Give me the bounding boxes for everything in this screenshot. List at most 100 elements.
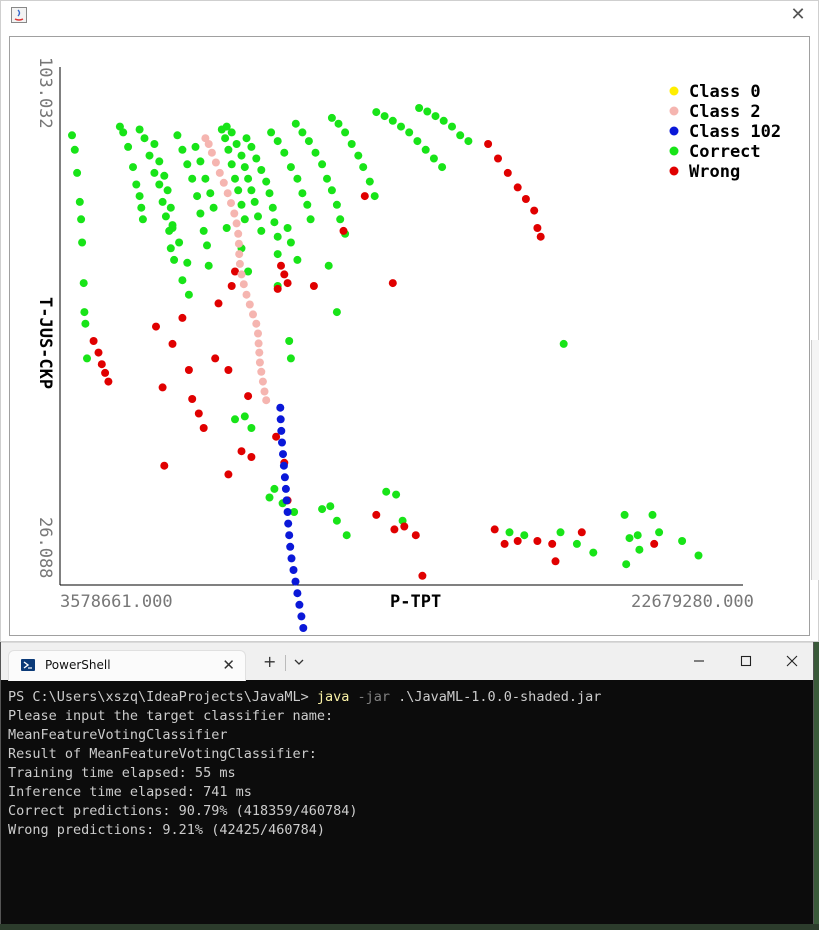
legend-marker <box>669 146 679 156</box>
data-point <box>80 308 89 317</box>
data-point <box>68 131 76 140</box>
data-point <box>270 218 279 227</box>
data-point <box>622 560 631 569</box>
data-point <box>309 282 318 290</box>
legend-marker <box>669 86 679 96</box>
data-point <box>388 116 397 125</box>
legend-marker <box>669 166 679 176</box>
data-point <box>211 354 220 363</box>
minimize-icon[interactable] <box>691 653 707 669</box>
data-point <box>347 140 356 148</box>
data-point <box>298 128 307 137</box>
tab-powershell[interactable]: PowerShell ✕ <box>8 650 246 681</box>
data-point <box>484 140 493 148</box>
data-point <box>242 290 251 299</box>
maximize-icon[interactable] <box>738 653 754 669</box>
data-point <box>464 137 473 146</box>
data-point <box>431 112 440 121</box>
data-point <box>227 128 236 137</box>
data-point <box>173 131 182 140</box>
data-point <box>240 215 249 224</box>
data-point <box>283 224 292 232</box>
data-point <box>279 450 287 459</box>
plot-titlebar: ✕ <box>1 1 818 31</box>
data-point <box>397 122 405 131</box>
legend-label: Correct <box>689 142 761 162</box>
data-point <box>247 186 256 195</box>
data-point <box>101 368 110 377</box>
close-icon[interactable]: ✕ <box>790 4 806 25</box>
new-tab-icon[interactable]: + <box>263 652 277 671</box>
data-point <box>119 128 128 137</box>
data-point <box>138 215 147 224</box>
data-point <box>291 119 300 128</box>
data-point <box>293 255 302 264</box>
data-point <box>132 180 141 189</box>
data-point <box>650 539 659 548</box>
data-point <box>160 461 169 470</box>
data-point <box>158 197 167 206</box>
x-axis-label: P-TPT <box>390 592 441 612</box>
data-point <box>184 290 193 299</box>
data-point <box>247 453 256 461</box>
data-point <box>276 415 285 424</box>
data-point <box>556 528 565 537</box>
data-point <box>257 166 266 174</box>
data-point <box>520 531 529 540</box>
data-point <box>359 163 368 172</box>
data-point <box>326 502 335 511</box>
data-point <box>521 195 530 203</box>
data-point <box>231 267 239 276</box>
data-point <box>272 432 281 441</box>
data-point <box>178 313 187 322</box>
tab-divider <box>285 655 286 671</box>
x-tick-label-min: 3578661.000 <box>60 592 173 612</box>
data-point <box>279 461 288 470</box>
tab-close-icon[interactable]: ✕ <box>222 656 235 674</box>
data-point <box>548 539 557 548</box>
data-point <box>79 279 88 288</box>
data-point <box>223 189 232 198</box>
data-point <box>214 299 223 308</box>
data-point <box>204 140 213 148</box>
data-point <box>533 224 542 232</box>
console-output[interactable]: PS C:\Users\xszq\IdeaProjects\JavaML> ja… <box>8 688 809 840</box>
data-point <box>158 383 167 392</box>
data-point <box>268 203 277 212</box>
data-point <box>230 209 239 218</box>
data-point <box>421 145 430 154</box>
data-point <box>249 310 257 319</box>
data-point <box>201 134 210 143</box>
close-icon[interactable] <box>784 653 800 669</box>
data-point <box>168 339 177 348</box>
data-point <box>178 145 187 154</box>
data-point <box>83 354 91 363</box>
data-point <box>240 163 249 172</box>
points-layer <box>68 104 703 632</box>
command-flag: -jar <box>349 689 391 705</box>
data-point <box>500 539 509 548</box>
legend-marker <box>669 106 679 116</box>
y-axis-label: T-JUS-CKP <box>35 297 55 389</box>
data-point <box>234 229 243 238</box>
legend-label: Class 102 <box>689 122 781 142</box>
data-point <box>215 168 224 177</box>
console-line: Inference time elapsed: 741 ms <box>8 784 252 800</box>
data-point <box>287 554 296 563</box>
powershell-window: PowerShell ✕ + PS C:\Users\xszq\IdeaProj… <box>0 642 814 930</box>
chevron-down-icon[interactable] <box>293 654 305 668</box>
data-point <box>115 122 124 131</box>
data-point <box>286 163 295 172</box>
data-point <box>89 337 98 345</box>
data-point <box>206 189 215 198</box>
data-point <box>303 200 312 209</box>
console-line: Training time elapsed: 55 ms <box>8 765 236 781</box>
data-point <box>252 154 261 163</box>
data-point <box>280 473 289 482</box>
data-point <box>239 280 248 289</box>
legend-marker <box>669 126 679 136</box>
data-point <box>400 522 409 531</box>
data-point <box>255 348 264 357</box>
data-point <box>250 197 259 206</box>
